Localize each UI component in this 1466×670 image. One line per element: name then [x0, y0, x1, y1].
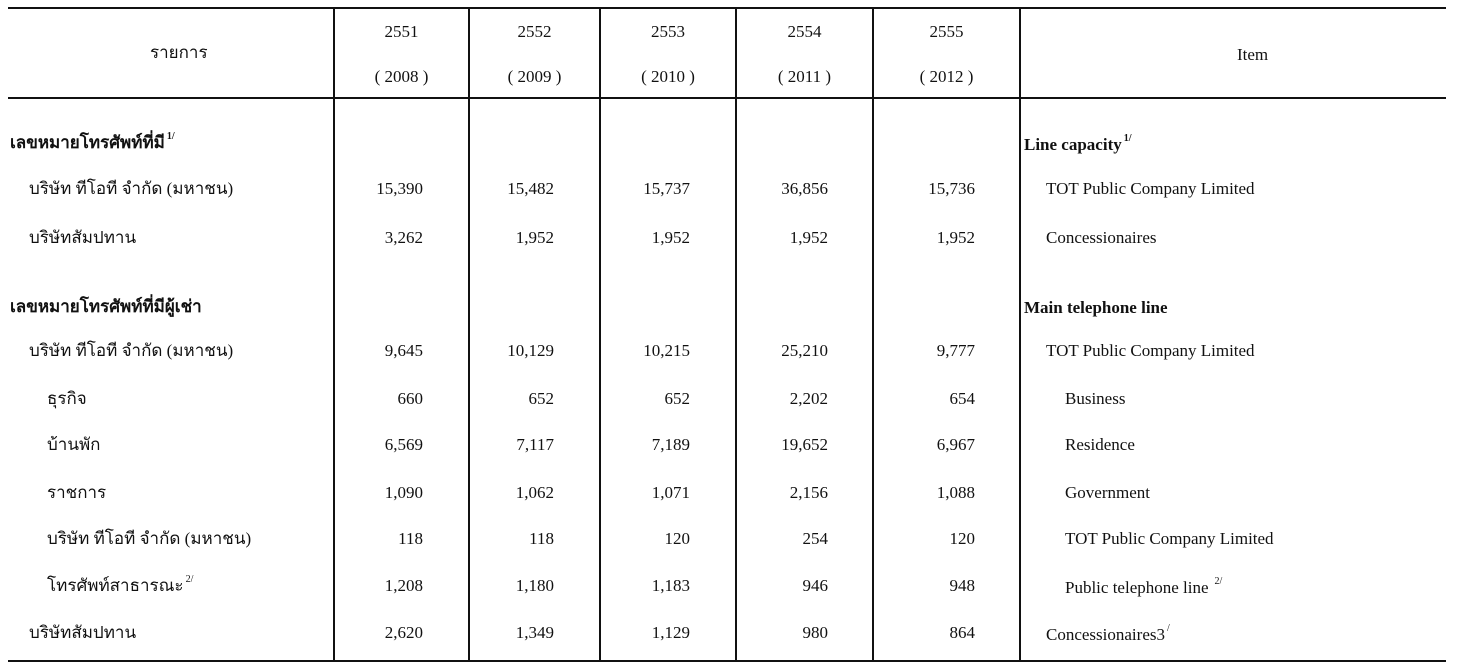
row-value: 15,482 — [507, 179, 554, 198]
row-label-thai: บริษัทสัมปทาน — [29, 228, 137, 247]
row-label-english: TOT Public Company Limited — [1046, 341, 1255, 360]
row-value: 10,129 — [507, 341, 554, 360]
row-value: 2,620 — [384, 623, 423, 642]
row-label-thai: บ้านพัก — [47, 435, 101, 454]
footnote-marker: 1/ — [166, 131, 175, 142]
row-value: 7,117 — [516, 435, 554, 454]
row-value: 118 — [398, 529, 423, 548]
header-year-ce: ( 2010 ) — [641, 67, 695, 86]
row-value: 36,856 — [781, 179, 828, 198]
row-value: 15,737 — [643, 179, 690, 198]
row-value: 120 — [949, 529, 976, 548]
row-value: 10,215 — [643, 341, 690, 360]
row-value: 120 — [664, 529, 691, 548]
header-item-thai: รายการ — [150, 43, 208, 62]
row-value: 1,952 — [651, 228, 690, 247]
row-label-english: TOT Public Company Limited — [1065, 529, 1274, 548]
row-value: 1,129 — [651, 623, 690, 642]
section-heading-english: Main telephone line — [1024, 298, 1168, 317]
column-divider — [599, 8, 601, 661]
row-value: 1,349 — [515, 623, 554, 642]
column-divider — [468, 8, 470, 661]
row-label-thai: บริษัทสัมปทาน — [29, 623, 137, 642]
row-value: 864 — [949, 623, 976, 642]
row-label-english: Public telephone line 2/ — [1065, 576, 1223, 597]
row-value: 652 — [528, 389, 555, 408]
top-rule — [8, 7, 1446, 9]
row-value: 1,952 — [789, 228, 828, 247]
row-value: 1,088 — [936, 483, 975, 502]
row-label-english: Concessionaires — [1046, 228, 1157, 247]
header-year-ce: ( 2008 ) — [374, 67, 429, 86]
row-value: 1,952 — [515, 228, 554, 247]
header-item-english: Item — [1237, 45, 1269, 64]
row-label-english: Concessionaires3/ — [1046, 623, 1170, 644]
header-year-ce: ( 2009 ) — [507, 67, 562, 86]
row-value: 6,967 — [936, 435, 975, 454]
row-value: 1,208 — [384, 576, 423, 595]
column-divider — [735, 8, 737, 661]
row-value: 2,156 — [789, 483, 828, 502]
row-value: 118 — [529, 529, 554, 548]
row-value: 1,062 — [515, 483, 554, 502]
section-heading-english: Line capacity 1/ — [1024, 133, 1132, 154]
row-value: 1,183 — [651, 576, 690, 595]
section-heading-thai: เลขหมายโทรศัพท์ที่มี 1/ — [10, 131, 175, 152]
header-year-be: 2551 — [384, 22, 419, 41]
column-divider — [333, 8, 335, 661]
row-value: 9,645 — [384, 341, 423, 360]
section-heading-thai: เลขหมายโทรศัพท์ที่มีผู้เช่า — [10, 297, 202, 316]
row-value: 1,180 — [515, 576, 554, 595]
row-label-english: Government — [1065, 483, 1150, 502]
row-value: 9,777 — [936, 341, 975, 360]
header-year-be: 2555 — [929, 22, 964, 41]
row-value: 25,210 — [781, 341, 828, 360]
footnote-marker: 2/ — [1214, 576, 1223, 587]
header-rule — [8, 97, 1446, 99]
row-label-english: TOT Public Company Limited — [1046, 179, 1255, 198]
row-value: 1,071 — [651, 483, 690, 502]
row-label-thai: ราชการ — [47, 483, 107, 502]
row-value: 15,390 — [376, 179, 423, 198]
header-year-ce: ( 2012 ) — [919, 67, 974, 86]
row-value: 7,189 — [651, 435, 690, 454]
header-year-be: 2554 — [787, 22, 822, 41]
row-label-english: Residence — [1065, 435, 1135, 454]
row-label-thai: ธุรกิจ — [47, 389, 87, 408]
row-value: 654 — [949, 389, 976, 408]
row-value: 980 — [802, 623, 829, 642]
row-value: 2,202 — [789, 389, 828, 408]
row-value: 254 — [802, 529, 829, 548]
row-label-thai: บริษัท ทีโอที จำกัด (มหาชน) — [29, 179, 234, 198]
header-year-be: 2552 — [517, 22, 552, 41]
row-value: 948 — [949, 576, 976, 595]
row-value: 19,652 — [781, 435, 828, 454]
row-label-english: Business — [1065, 389, 1126, 408]
footnote-marker: / — [1166, 623, 1170, 634]
row-value: 660 — [397, 389, 424, 408]
row-value: 1,090 — [384, 483, 423, 502]
footnote-marker: 1/ — [1123, 133, 1132, 144]
row-value: 1,952 — [936, 228, 975, 247]
row-value: 6,569 — [384, 435, 423, 454]
bottom-rule — [8, 660, 1446, 662]
row-value: 652 — [664, 389, 691, 408]
column-divider — [1019, 8, 1021, 661]
header-year-ce: ( 2011 ) — [777, 67, 832, 86]
footnote-marker: 2/ — [185, 574, 194, 585]
row-value: 3,262 — [384, 228, 423, 247]
row-label-thai: บริษัท ทีโอที จำกัด (มหาชน) — [29, 341, 234, 360]
column-divider — [872, 8, 874, 661]
row-value: 15,736 — [928, 179, 975, 198]
row-label-thai: โทรศัพท์สาธารณะ 2/ — [47, 574, 194, 595]
row-value: 946 — [802, 576, 829, 595]
header-year-be: 2553 — [651, 22, 685, 41]
row-label-thai: บริษัท ทีโอที จำกัด (มหาชน) — [47, 529, 252, 548]
